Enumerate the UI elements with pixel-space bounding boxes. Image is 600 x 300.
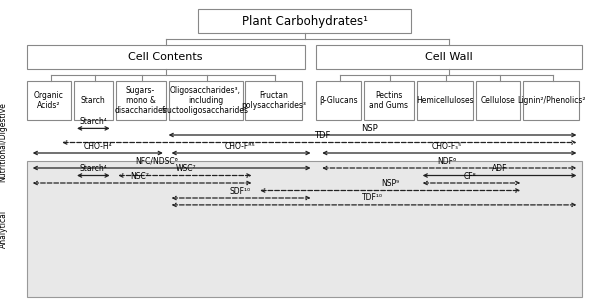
FancyBboxPatch shape bbox=[27, 45, 305, 69]
Text: NSP: NSP bbox=[361, 124, 378, 133]
Text: WSC⁷: WSC⁷ bbox=[176, 164, 197, 173]
Text: Fructan
polysaccharides³: Fructan polysaccharides³ bbox=[241, 91, 306, 110]
Text: Plant Carbohydrates¹: Plant Carbohydrates¹ bbox=[242, 14, 368, 28]
Text: Analytical: Analytical bbox=[0, 210, 8, 248]
Text: NDF⁶: NDF⁶ bbox=[437, 157, 456, 166]
Text: TDF¹⁰: TDF¹⁰ bbox=[362, 194, 383, 202]
Text: CHO-Fₛ⁵: CHO-Fₛ⁵ bbox=[431, 142, 461, 151]
Text: NSP⁹: NSP⁹ bbox=[381, 179, 400, 188]
FancyBboxPatch shape bbox=[476, 81, 520, 120]
Text: β-Glucans: β-Glucans bbox=[319, 96, 358, 105]
FancyBboxPatch shape bbox=[198, 9, 411, 33]
FancyBboxPatch shape bbox=[74, 81, 113, 120]
Text: Lignin²/Phenolics²: Lignin²/Phenolics² bbox=[517, 96, 586, 105]
Text: Starch: Starch bbox=[81, 96, 106, 105]
FancyBboxPatch shape bbox=[27, 81, 71, 120]
Text: NSC⁷: NSC⁷ bbox=[130, 172, 149, 181]
Text: NFC/NDSC⁶: NFC/NDSC⁶ bbox=[136, 157, 178, 166]
Text: Cell Wall: Cell Wall bbox=[425, 52, 473, 62]
Text: CHO-H⁴: CHO-H⁴ bbox=[83, 142, 112, 151]
FancyBboxPatch shape bbox=[417, 81, 473, 120]
Text: Starch⁴: Starch⁴ bbox=[80, 164, 107, 173]
Text: Hemicelluloses: Hemicelluloses bbox=[416, 96, 474, 105]
FancyBboxPatch shape bbox=[116, 81, 166, 120]
Text: ADF: ADF bbox=[492, 164, 508, 173]
Text: Sugars-
mono &
disaccharides: Sugars- mono & disaccharides bbox=[114, 85, 167, 116]
Text: Pectins
and Gums: Pectins and Gums bbox=[369, 91, 408, 110]
Text: CF⁸: CF⁸ bbox=[464, 172, 476, 181]
FancyBboxPatch shape bbox=[316, 81, 361, 120]
Text: TDF: TDF bbox=[314, 131, 331, 140]
Text: Organic
Acids²: Organic Acids² bbox=[34, 91, 64, 110]
Text: Cellulose: Cellulose bbox=[481, 96, 515, 105]
FancyBboxPatch shape bbox=[27, 160, 582, 297]
FancyBboxPatch shape bbox=[316, 45, 582, 69]
FancyBboxPatch shape bbox=[245, 81, 302, 120]
FancyBboxPatch shape bbox=[523, 81, 580, 120]
Text: Starch⁴: Starch⁴ bbox=[80, 117, 107, 126]
Text: CHO-Fᴿ⁵: CHO-Fᴿ⁵ bbox=[224, 142, 255, 151]
Text: Cell Contents: Cell Contents bbox=[128, 52, 203, 62]
Text: Nutritional/Digestive: Nutritional/Digestive bbox=[0, 102, 8, 182]
FancyBboxPatch shape bbox=[169, 81, 242, 120]
Text: Oligosaccharides³,
including
fructooligosaccharides: Oligosaccharides³, including fructooligo… bbox=[162, 85, 249, 116]
Text: SDF¹⁰: SDF¹⁰ bbox=[229, 187, 250, 196]
FancyBboxPatch shape bbox=[364, 81, 414, 120]
